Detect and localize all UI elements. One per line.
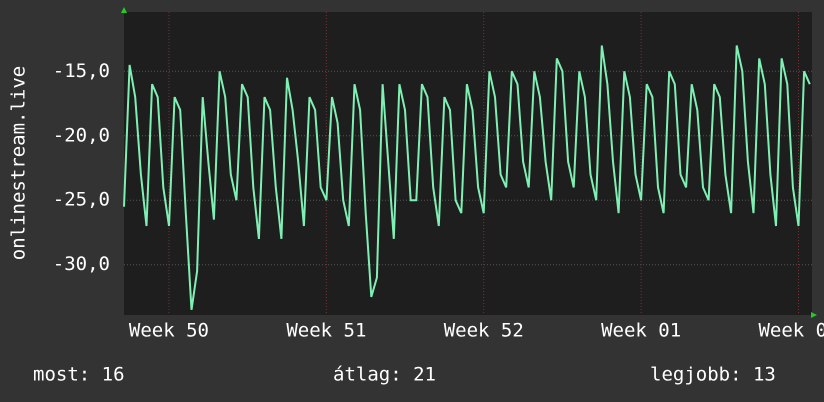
footer-stat: átlag: 21 [333,364,436,386]
data-line [123,45,811,310]
y-tick-label: -15,0 [53,60,110,82]
y-tick-label: -30,0 [53,253,110,275]
x-tick-label: Week 01 [601,320,681,342]
x-tick-label: Week 50 [129,320,209,342]
axis-arrow [811,312,817,318]
x-tick-label: Week 02 [758,320,824,342]
axis-arrow [121,7,127,13]
footer-stat: legjobb: 13 [650,364,776,386]
y-tick-label: -25,0 [53,189,110,211]
x-tick-label: Week 52 [444,320,524,342]
footer-stat: most: 16 [33,364,125,386]
plot-area [124,12,812,315]
y-axis-label: onlinestream.live [8,66,30,260]
y-tick-label: -20,0 [53,124,110,146]
x-tick-label: Week 51 [286,320,366,342]
